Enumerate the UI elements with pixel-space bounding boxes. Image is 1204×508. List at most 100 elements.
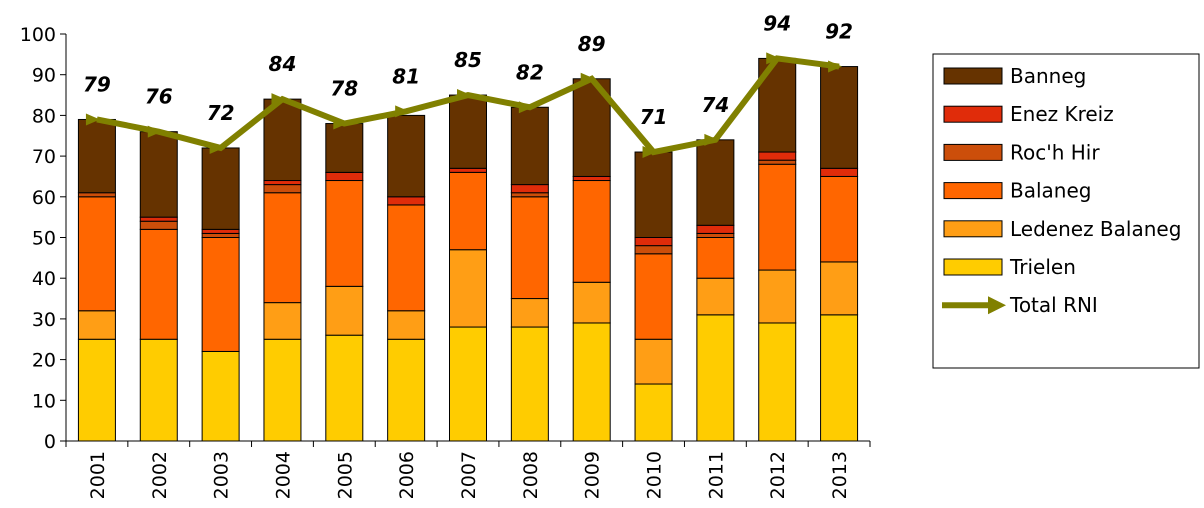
total-rni-point [271, 93, 286, 106]
bar-2004-series-0 [263, 338, 302, 442]
legend: Banneg Enez Kreiz Roc'h Hir Balaneg Ledenez … [932, 53, 1200, 369]
bar-2013-series-1 [820, 261, 859, 316]
y-tick-label: 70 [32, 146, 56, 168]
bar-2012-series-4 [758, 151, 797, 161]
bar-2007-series-2 [449, 171, 487, 251]
x-tick-label: 2002 [149, 451, 171, 499]
bar-2001-series-0 [77, 338, 116, 442]
bar-2002-series-4 [139, 216, 178, 222]
bar-2003-series-0 [201, 350, 240, 442]
total-rni-data-label: 92 [825, 20, 853, 44]
bar-2005-series-2 [325, 180, 364, 287]
total-rni-data-label: 85 [454, 48, 482, 72]
bar-2006-series-1 [387, 310, 426, 340]
x-tick-label: 2009 [582, 451, 604, 499]
total-rni-data-label: 71 [640, 105, 668, 129]
total-rni-point [333, 117, 348, 130]
bar-2009-series-0 [572, 322, 611, 442]
total-rni-point [642, 146, 657, 159]
bar-2005-series-1 [325, 285, 364, 336]
x-tick-label: 2012 [767, 451, 789, 499]
legend-arrow-marker [988, 296, 1006, 315]
bar-2008-series-2 [510, 196, 549, 300]
legend-swatch [943, 182, 1003, 200]
bar-2008-series-0 [510, 326, 549, 442]
x-tick-label: 2004 [272, 451, 294, 499]
legend-swatch [943, 220, 1003, 238]
bar-2004-series-4 [263, 180, 302, 186]
total-rni-point [85, 113, 100, 126]
bar-2003-series-3 [201, 232, 240, 238]
bar-2012-series-3 [758, 159, 797, 165]
x-tick-label: 2006 [396, 451, 418, 499]
bar-2002-series-3 [139, 220, 178, 230]
total-rni-point [518, 101, 533, 114]
legend-swatch [943, 258, 1003, 276]
bar-2004-series-2 [263, 192, 302, 304]
total-rni-point [580, 72, 595, 85]
legend-label: Ledenez Balaneg [1010, 217, 1181, 241]
y-tick-label: 0 [44, 431, 56, 453]
total-rni-data-label: 94 [763, 11, 791, 35]
total-rni-data-label: 78 [330, 77, 358, 101]
total-rni-data-label: 81 [392, 64, 420, 88]
total-rni-point [395, 105, 410, 118]
x-tick-label: 2003 [211, 451, 233, 499]
bar-2009-series-4 [572, 175, 611, 182]
bar-2010-series-5 [634, 151, 673, 238]
total-rni-data-label: 74 [701, 93, 729, 117]
axes-layer: 0 10 20 30 40 50 60 70 80 90 100 2001 2002 2003 2004 20… [20, 24, 871, 499]
bar-2009-series-2 [572, 180, 611, 283]
total-rni-point [766, 52, 781, 65]
total-line-layer [85, 52, 843, 159]
y-tick-label: 90 [32, 65, 56, 87]
y-tick-label: 40 [32, 268, 56, 290]
bar-2009-series-1 [572, 281, 611, 324]
legend-label: Roc'h Hir [1010, 140, 1100, 164]
bar-2012-series-2 [758, 163, 797, 271]
legend-label: Total RNI [1009, 293, 1098, 317]
x-tick-label: 2005 [334, 451, 356, 499]
legend-label: Enez Kreiz [1010, 102, 1114, 126]
total-rni-point [209, 141, 224, 154]
bar-2004-series-3 [263, 184, 302, 194]
bar-2012-series-0 [758, 322, 797, 442]
bar-2003-series-5 [201, 147, 240, 230]
total-rni-data-label: 89 [578, 32, 606, 56]
total-rni-data-label: 76 [145, 85, 173, 109]
x-tick-label: 2013 [829, 451, 851, 499]
bar-2011-series-1 [696, 277, 735, 316]
x-tick-label: 2008 [520, 451, 542, 499]
bar-2007-series-1 [449, 249, 487, 328]
y-tick-label: 100 [20, 24, 56, 46]
bar-2013-series-4 [820, 167, 859, 177]
total-rni-data-label: 82 [516, 60, 544, 84]
bar-2006-series-2 [387, 204, 426, 312]
bar-2002-series-5 [139, 131, 178, 218]
bar-2001-series-1 [77, 310, 116, 340]
bar-2004-series-5 [263, 98, 302, 182]
bar-2011-series-4 [696, 224, 735, 234]
x-tick-label: 2011 [705, 451, 727, 499]
bar-2011-series-2 [696, 237, 735, 279]
legend-swatch [943, 67, 1003, 85]
x-tick-label: 2001 [87, 451, 109, 499]
total-rni-point [704, 133, 719, 146]
bar-2010-series-3 [634, 245, 673, 255]
bar-2001-series-5 [77, 118, 116, 194]
legend-box [932, 53, 1200, 369]
total-rni-data-label: 84 [269, 52, 297, 76]
total-rni-point [828, 60, 843, 73]
bar-2011-series-5 [696, 139, 735, 226]
bar-2012-series-1 [758, 269, 797, 324]
legend-swatch [943, 143, 1003, 161]
legend-swatch [943, 105, 1003, 123]
bar-2008-series-5 [510, 106, 549, 186]
y-tick-label: 80 [32, 105, 56, 127]
bar-2001-series-3 [77, 192, 116, 198]
bar-2006-series-0 [387, 338, 426, 442]
bar-2010-series-0 [634, 383, 673, 442]
bar-2002-series-0 [139, 338, 178, 442]
bar-2003-series-4 [201, 228, 240, 234]
